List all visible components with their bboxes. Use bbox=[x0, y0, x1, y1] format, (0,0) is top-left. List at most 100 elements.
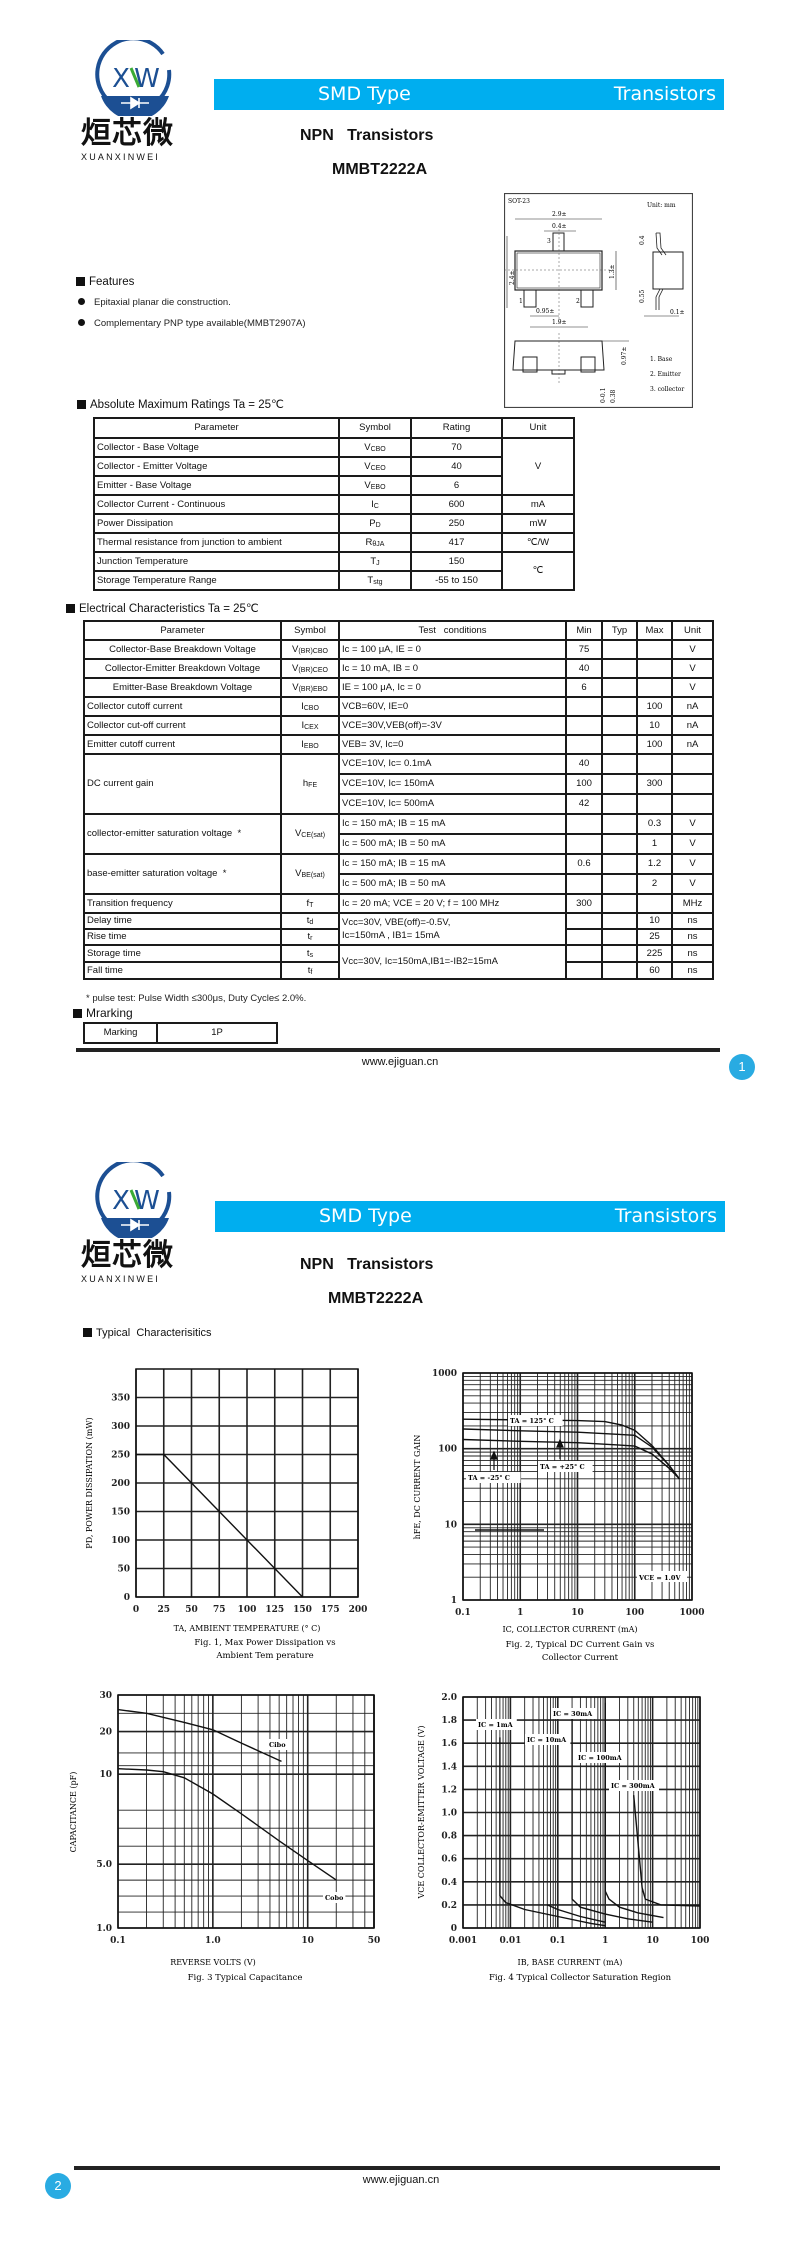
banner-category: Transistors bbox=[613, 83, 716, 105]
footer-url[interactable]: www.ejiguan.cn bbox=[362, 2174, 440, 2186]
arrow-up-icon bbox=[556, 1438, 564, 1459]
dim-overall-length: 2.9± bbox=[552, 211, 567, 218]
x-tick-label: 50 bbox=[185, 1605, 198, 1615]
unit-cell: mW bbox=[501, 513, 575, 534]
column-header: Unit bbox=[501, 417, 575, 439]
max-cell: 1 bbox=[636, 833, 673, 855]
table-header-row: Parameter Symbol Test conditions Min Typ… bbox=[83, 620, 714, 641]
y-tick-label: 2.0 bbox=[441, 1693, 457, 1703]
y-tick-label: 1.6 bbox=[441, 1739, 457, 1749]
condition-cell: VCE=10V, Ic= 0.1mA bbox=[338, 753, 567, 775]
min-cell bbox=[565, 912, 603, 930]
dim-standoff-range: 0-0.1 bbox=[600, 388, 607, 403]
unit-cell: nA bbox=[671, 734, 714, 755]
min-cell bbox=[565, 944, 603, 963]
brand-name-cn: 烜芯微 bbox=[81, 117, 174, 150]
unit-cell bbox=[671, 793, 714, 815]
rating-cell: 70 bbox=[410, 437, 503, 458]
table-row: Collector - Emitter Voltage VCEO 40 bbox=[93, 456, 574, 477]
table-row: Collector cut-off current ICEX VCE=30V,V… bbox=[83, 715, 714, 736]
rating-cell: 40 bbox=[410, 456, 503, 477]
features-heading: Features bbox=[76, 275, 134, 289]
unit-cell: ℃ bbox=[501, 551, 575, 591]
max-cell bbox=[636, 793, 673, 815]
table-row: VCE=10V, Ic= 150mA 100 300 bbox=[84, 773, 714, 795]
unit-cell: V bbox=[671, 658, 714, 679]
dim-lead-height: 0.4 bbox=[639, 235, 646, 245]
marking-table: Marking 1P bbox=[83, 1022, 278, 1044]
table-row: DC current gain hFE VCE=10V, Ic= 0.1mA 4… bbox=[83, 753, 714, 815]
typ-cell bbox=[601, 639, 638, 660]
condition-cell: Ic = 150 mA; IB = 15 mA bbox=[338, 813, 567, 835]
param-cell: collector-emitter saturation voltage * bbox=[83, 813, 282, 855]
max-cell bbox=[636, 658, 673, 679]
section-marker-icon bbox=[73, 1009, 82, 1018]
param-cell: Collector cut-off current bbox=[83, 715, 282, 736]
dim-body-width: 1.3± bbox=[609, 264, 616, 279]
table-header-row: Parameter Symbol Rating Unit bbox=[93, 417, 575, 439]
typ-cell bbox=[601, 793, 638, 815]
y-tick-label: 150 bbox=[111, 1508, 130, 1518]
brand-logo: X W 烜芯微 XUANXINWEI bbox=[81, 40, 191, 162]
plot-frame bbox=[135, 1368, 359, 1598]
x-tick-label: 1 bbox=[517, 1608, 523, 1618]
series-line-1 bbox=[117, 1708, 282, 1763]
rating-cell: 417 bbox=[410, 532, 503, 553]
x-tick-label: 100 bbox=[691, 1936, 710, 1946]
condition-cell: Ic = 150 mA; IB = 15 mA bbox=[338, 853, 567, 875]
typical-heading-text: Typical Characterisitics bbox=[96, 1327, 212, 1339]
dim-lead-span: 1.9± bbox=[552, 319, 567, 326]
plot-frame bbox=[117, 1694, 375, 1929]
unit-cell: V bbox=[501, 437, 575, 496]
param-cell: Collector-Base Breakdown Voltage bbox=[83, 639, 282, 660]
column-header: Rating bbox=[410, 417, 503, 439]
typ-cell bbox=[601, 961, 638, 980]
feature-item: Epitaxial planar die construction. bbox=[78, 297, 231, 309]
section-marker-icon bbox=[83, 1328, 92, 1337]
table-row: collector-emitter saturation voltage * V… bbox=[83, 813, 714, 855]
min-cell: 0.6 bbox=[565, 853, 603, 875]
unit-cell: MHz bbox=[671, 893, 714, 914]
footer-url[interactable]: www.ejiguan.cn bbox=[361, 1056, 439, 1068]
annotation-label: VCE = 1.0V bbox=[638, 1574, 681, 1582]
rating-cell: 250 bbox=[410, 513, 503, 534]
x-tick-label: 0.1 bbox=[550, 1936, 566, 1946]
series-label: Cibo bbox=[269, 1741, 286, 1749]
column-header: Typ bbox=[601, 620, 638, 641]
condition-cell: VCE=30V,VEB(off)=-3V bbox=[338, 715, 567, 736]
min-cell bbox=[565, 928, 603, 946]
param-cell: base-emitter saturation voltage * bbox=[83, 853, 282, 895]
elec-char-table: Parameter Symbol Test conditions Min Typ… bbox=[83, 620, 714, 980]
param-cell: Collector-Emitter Breakdown Voltage bbox=[83, 658, 282, 679]
pulse-test-note: * pulse test: Pulse Width ≤300μs, Duty C… bbox=[86, 993, 307, 1004]
y-tick-label: 0.8 bbox=[441, 1832, 457, 1842]
category-banner: SMD Type Transistors bbox=[215, 1201, 725, 1232]
min-cell: 42 bbox=[565, 793, 603, 815]
marking-label: Marking bbox=[83, 1022, 158, 1044]
package-unit: Unit: mm bbox=[647, 202, 676, 209]
symbol-cell: hFE bbox=[280, 753, 340, 815]
column-header: Min bbox=[565, 620, 603, 641]
x-tick-label: 50 bbox=[368, 1936, 381, 1946]
param-cell: Emitter cutoff current bbox=[83, 734, 282, 755]
table-row: Thermal resistance from junction to ambi… bbox=[93, 532, 575, 553]
series-label: IC = 1mA bbox=[478, 1721, 514, 1729]
series-line-3 bbox=[462, 1438, 680, 1480]
x-tick-label: 0.1 bbox=[110, 1936, 126, 1946]
y-tick-label: 30 bbox=[99, 1691, 112, 1701]
abs-max-table: Parameter Symbol Rating Unit Collector -… bbox=[93, 417, 575, 591]
banner-type: SMD Type bbox=[319, 1205, 412, 1227]
series-line-5 bbox=[633, 1795, 701, 1907]
y-tick-label: 1.2 bbox=[441, 1785, 457, 1795]
max-cell: 60 bbox=[636, 961, 673, 980]
y-tick-label: 20 bbox=[99, 1728, 112, 1738]
dim-pitch: 0.95± bbox=[536, 308, 554, 315]
brand-name-en: XUANXINWEI bbox=[81, 1274, 161, 1284]
condition-cell: VCE=10V, Ic= 500mA bbox=[338, 793, 567, 815]
symbol-cell: V(BR)CEO bbox=[280, 658, 340, 679]
x-tick-label: 0 bbox=[133, 1605, 139, 1615]
pin-label-2: 2 bbox=[576, 298, 580, 305]
param-cell: Collector Current - Continuous bbox=[93, 494, 340, 515]
x-axis-label: IB, BASE CURRENT (mA) bbox=[518, 1958, 623, 1967]
param-cell: Emitter - Base Voltage bbox=[93, 475, 340, 496]
